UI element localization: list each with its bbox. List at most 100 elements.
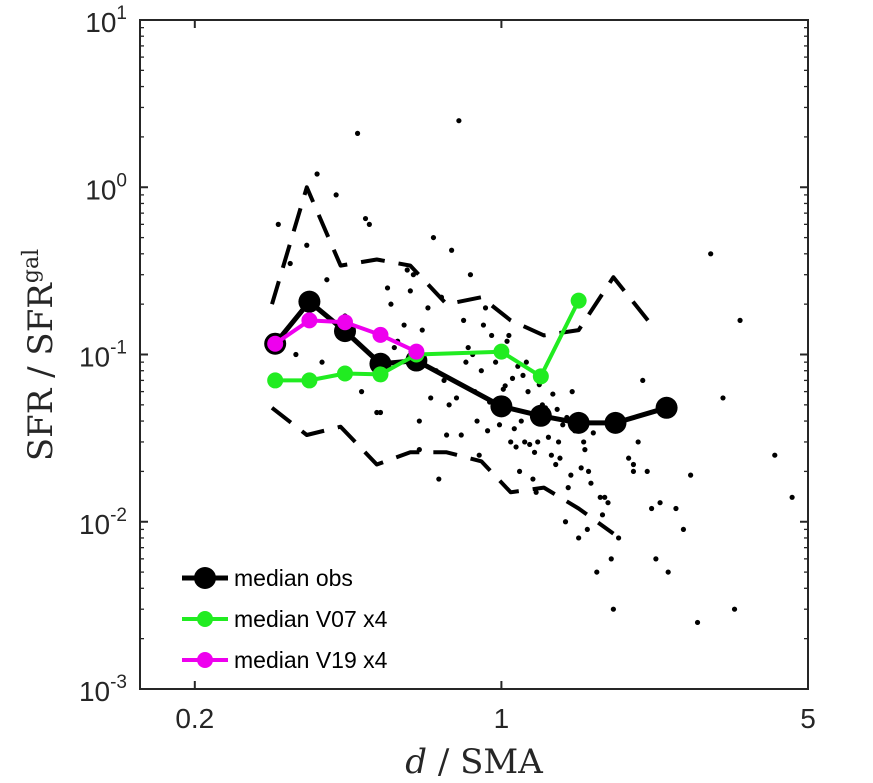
scatter-point xyxy=(553,461,559,468)
scatter-point xyxy=(588,480,594,486)
median-v07-x4-marker xyxy=(570,292,587,309)
scatter-point xyxy=(443,432,450,438)
scatter-point xyxy=(720,395,726,401)
upper-percentile-line xyxy=(270,185,654,338)
scatter-point xyxy=(314,171,320,177)
scatter-point xyxy=(460,317,467,323)
tick-labels-layer: 0.2 1 5 10-3 10-2 10-1 100 101 xyxy=(79,3,816,734)
scatter-point xyxy=(731,606,738,612)
scatter-point xyxy=(772,452,778,458)
scatter-point xyxy=(467,272,474,278)
scatter-point xyxy=(516,468,523,475)
x-tick-label-2: 5 xyxy=(800,703,816,734)
median-v19-x4-marker xyxy=(372,326,389,343)
scatter-point xyxy=(694,619,701,626)
scatter-point xyxy=(508,439,514,445)
scatter-point xyxy=(456,118,462,124)
scatter-point xyxy=(384,285,391,291)
scatter-point xyxy=(535,439,541,445)
scatter-point xyxy=(441,377,447,384)
scatter-point xyxy=(599,512,606,518)
scatter-point xyxy=(550,391,556,397)
scatter-point xyxy=(463,359,469,365)
scatter-point xyxy=(482,305,489,311)
y-tick-label-2: 10-1 xyxy=(79,338,127,373)
scatter-point xyxy=(789,494,795,500)
scatter-point xyxy=(584,526,590,533)
scatter-point xyxy=(665,569,671,575)
legend-label-2: median V19 x4 xyxy=(234,647,388,673)
legend-marker-1 xyxy=(197,611,213,627)
scatter-point xyxy=(293,351,299,358)
scatter-point xyxy=(407,288,413,294)
scatter-point xyxy=(416,418,422,424)
scatter-point xyxy=(557,455,563,461)
scatter-point xyxy=(602,494,608,500)
y-tick-label-4: 101 xyxy=(85,3,127,38)
scatter-point xyxy=(597,494,603,500)
scatter-point xyxy=(527,441,533,448)
median-obs-line xyxy=(273,299,668,426)
legend: median obs median V07 x4 median V19 x4 xyxy=(182,565,388,673)
scatter-point xyxy=(391,344,397,351)
scatter-point xyxy=(565,485,571,491)
scatter-point xyxy=(531,449,538,455)
scatter-point xyxy=(657,500,663,506)
scatter-point xyxy=(594,569,600,575)
scatter-point xyxy=(560,422,566,428)
scatter-point xyxy=(562,519,569,525)
median-v07-x4-marker xyxy=(372,366,389,383)
scatter-point xyxy=(626,455,632,461)
scatter-point xyxy=(504,338,510,344)
scatter-point xyxy=(522,439,528,445)
scatter-point xyxy=(354,130,361,136)
median-obs-marker xyxy=(529,404,552,427)
scatter-point xyxy=(605,500,611,506)
median-v07-x4-marker xyxy=(532,368,549,385)
y-axis-label: SFR / SFRgal xyxy=(19,249,61,461)
median-obs-marker xyxy=(655,396,678,419)
scatter-point xyxy=(680,526,687,533)
scatter-point xyxy=(324,277,330,283)
x-axis-label-variable: d xyxy=(405,742,427,782)
scatter-point xyxy=(374,409,380,416)
x-axis-label-rest: / SMA xyxy=(427,742,543,782)
scatter-point xyxy=(569,389,575,395)
y-axis-label-base: SFR / SFR xyxy=(21,282,61,461)
x-axis-label: d / SMA xyxy=(405,742,543,782)
scatter-point xyxy=(425,305,431,311)
scatter-point xyxy=(644,468,650,475)
scatter-point xyxy=(478,368,484,374)
scatter-point xyxy=(319,359,325,365)
scatter-point xyxy=(545,434,552,440)
median-v19-x4-marker xyxy=(337,314,354,331)
scatter-point xyxy=(511,426,517,432)
scatter-point xyxy=(533,489,539,495)
scatter-point xyxy=(649,505,655,512)
scatter-point xyxy=(489,332,495,339)
scatter-point xyxy=(653,556,659,562)
median-v07-x4-marker xyxy=(337,365,354,382)
scatter-point xyxy=(548,452,554,458)
scatter-point xyxy=(446,402,452,408)
scatter-point xyxy=(554,406,560,412)
scatter-point xyxy=(410,272,416,278)
median-obs-marker xyxy=(604,411,627,434)
scatter-point xyxy=(525,389,531,395)
y-axis-label-sup: gal xyxy=(19,249,44,283)
median-obs-marker xyxy=(298,290,321,313)
scatter-point xyxy=(640,377,646,384)
scatter-point xyxy=(484,428,491,434)
median-v07-x4-marker xyxy=(267,372,284,389)
scatter-point xyxy=(404,267,410,273)
scatter-point xyxy=(333,192,339,198)
scatter-point xyxy=(480,322,487,328)
scatter-point xyxy=(436,476,442,482)
lower-percentile-line xyxy=(270,406,615,536)
scatter-point xyxy=(496,422,503,428)
scatter-point xyxy=(630,461,637,468)
scatter-point xyxy=(366,221,372,227)
scatter-point xyxy=(449,247,455,253)
scatter-point xyxy=(688,472,694,478)
